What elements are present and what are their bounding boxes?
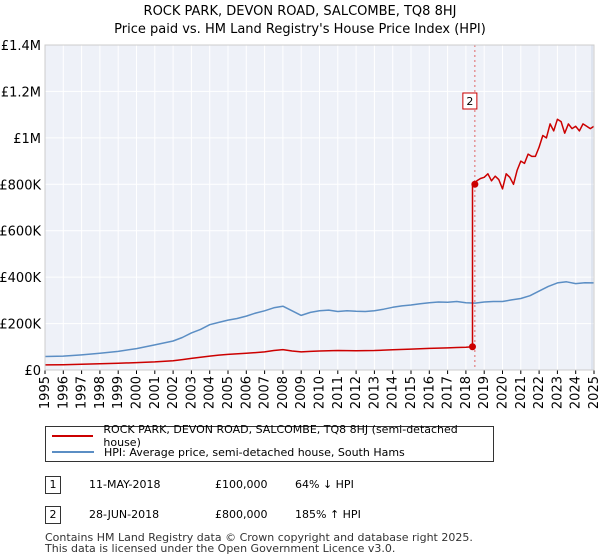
legend: ROCK PARK, DEVON ROAD, SALCOMBE, TQ8 8HJ… bbox=[45, 423, 494, 462]
annotation-label: 2 bbox=[466, 95, 473, 108]
y-tick-label: £600K bbox=[0, 225, 41, 240]
footer-copyright: Contains HM Land Registry data © Crown c… bbox=[45, 531, 473, 544]
x-tick-label: 2017 bbox=[441, 376, 456, 409]
x-tick-label: 2011 bbox=[331, 376, 346, 409]
x-tick-label: 2015 bbox=[404, 376, 419, 409]
x-tick-label: 2007 bbox=[258, 376, 273, 409]
plot-border bbox=[44, 44, 595, 371]
x-tick-label: 1999 bbox=[111, 376, 126, 409]
transaction-price: £100,000 bbox=[215, 478, 268, 491]
y-tick-label: £1M bbox=[13, 132, 41, 147]
legend-swatch-property bbox=[52, 435, 94, 437]
x-tick-label: 2014 bbox=[386, 376, 401, 409]
x-tick-label: 2016 bbox=[422, 376, 437, 409]
legend-label-hpi: HPI: Average price, semi-detached house,… bbox=[104, 445, 405, 459]
x-tick-label: 2004 bbox=[203, 376, 218, 409]
legend-label-property: ROCK PARK, DEVON ROAD, SALCOMBE, TQ8 8HJ… bbox=[103, 423, 458, 449]
legend-item-hpi: HPI: Average price, semi-detached house,… bbox=[52, 444, 405, 460]
y-tick-label: £0 bbox=[24, 364, 41, 379]
x-tick-label: 2012 bbox=[349, 376, 364, 409]
transaction-hpi: 64% ↓ HPI bbox=[295, 478, 354, 491]
x-tick-label: 2025 bbox=[587, 376, 600, 409]
x-tick-label: 2001 bbox=[148, 376, 163, 409]
y-tick-label: £1.2M bbox=[1, 85, 41, 100]
x-tick-label: 2020 bbox=[496, 376, 511, 409]
x-tick-label: 2021 bbox=[514, 376, 529, 409]
annotation-box bbox=[462, 92, 478, 110]
y-tick-label: £400K bbox=[0, 271, 41, 286]
x-tick-label: 1997 bbox=[75, 376, 90, 409]
x-tick-label: 2003 bbox=[184, 376, 199, 409]
x-tick-label: 1995 bbox=[38, 376, 53, 409]
chart-title: ROCK PARK, DEVON ROAD, SALCOMBE, TQ8 8HJ bbox=[143, 4, 457, 19]
x-tick-label: 1998 bbox=[93, 376, 108, 409]
x-tick-label: 2002 bbox=[166, 376, 181, 409]
y-tick-label: £1.4M bbox=[1, 39, 41, 54]
transaction-number: 1 bbox=[45, 476, 61, 494]
transaction-date: 28-JUN-2018 bbox=[89, 508, 160, 521]
hpi-series-line bbox=[44, 281, 595, 358]
transaction-date: 11-MAY-2018 bbox=[89, 478, 161, 491]
x-tick-label: 2008 bbox=[276, 376, 291, 409]
x-tick-label: 2024 bbox=[569, 376, 584, 409]
transaction-price: £800,000 bbox=[215, 508, 268, 521]
legend-swatch-hpi bbox=[52, 451, 94, 453]
transaction-number: 2 bbox=[45, 506, 61, 524]
x-tick-label: 2018 bbox=[459, 376, 474, 409]
x-tick-label: 2022 bbox=[532, 376, 547, 409]
footer-licence: This data is licensed under the Open Gov… bbox=[45, 542, 396, 555]
x-tick-label: 2023 bbox=[550, 376, 565, 409]
x-tick-label: 2000 bbox=[130, 376, 145, 409]
y-tick-label: £800K bbox=[0, 178, 41, 193]
x-tick-label: 2009 bbox=[294, 376, 309, 409]
chart-subtitle: Price paid vs. HM Land Registry's House … bbox=[114, 22, 486, 37]
x-tick-label: 2013 bbox=[367, 376, 382, 409]
sale-point bbox=[468, 343, 476, 351]
x-tick-label: 2005 bbox=[221, 376, 236, 409]
x-tick-label: 2010 bbox=[313, 376, 328, 409]
transaction-hpi: 185% ↑ HPI bbox=[295, 508, 361, 521]
x-tick-label: 2006 bbox=[239, 376, 254, 409]
y-tick-label: £200K bbox=[0, 318, 41, 333]
x-tick-label: 1996 bbox=[56, 376, 71, 409]
legend-item-property: ROCK PARK, DEVON ROAD, SALCOMBE, TQ8 8HJ… bbox=[52, 423, 493, 449]
x-tick-label: 2019 bbox=[477, 376, 492, 409]
sale-point bbox=[471, 180, 479, 188]
